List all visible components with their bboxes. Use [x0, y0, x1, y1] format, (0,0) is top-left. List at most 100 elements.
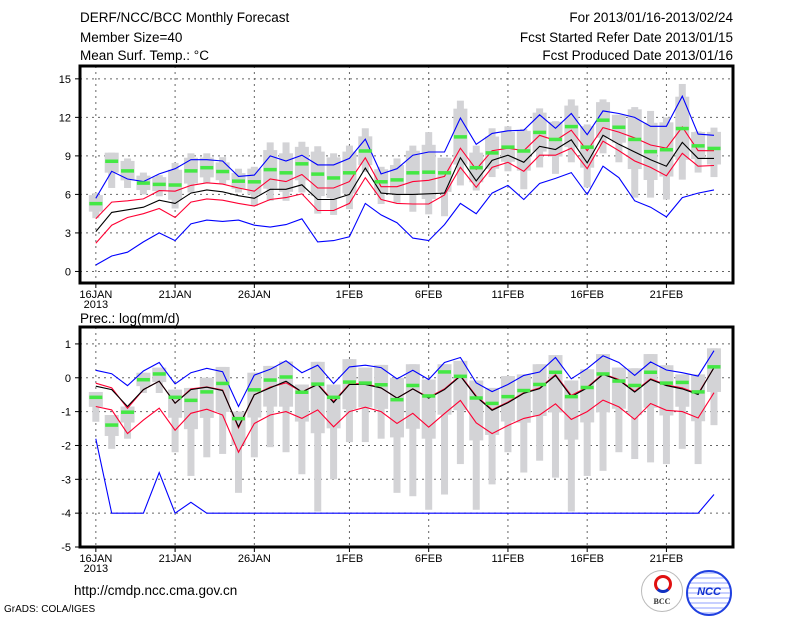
- y-tick-label: -1: [61, 407, 71, 419]
- ensemble-mean-mark: [707, 146, 721, 151]
- precip-panel-title: Prec.: log(mm/d): [80, 311, 180, 326]
- x-tick-label: 26JAN: [238, 553, 271, 565]
- x-tick-label: 16JAN: [79, 553, 112, 565]
- ensemble-quartile-box: [310, 361, 325, 434]
- ensemble-range-bar: [520, 374, 528, 473]
- ensemble-mean-mark: [311, 172, 325, 176]
- ensemble-mean-mark: [422, 394, 436, 398]
- ensemble-mean-mark: [564, 394, 578, 399]
- ensemble-range-bar: [409, 364, 417, 497]
- ensemble-range-bar: [567, 380, 575, 512]
- ensemble-quartile-box: [691, 374, 706, 422]
- series-line-clim-min: [95, 438, 715, 515]
- ensemble-mean-mark: [279, 171, 293, 175]
- ensemble-quartile-box: [199, 377, 214, 418]
- ensemble-mean-mark: [596, 372, 610, 376]
- ensemble-mean-mark: [390, 397, 404, 402]
- x-tick-label: 1FEB: [336, 553, 364, 565]
- ensemble-mean-mark: [374, 383, 388, 387]
- ensemble-quartile-box: [374, 364, 389, 409]
- forecast-period: For 2013/01/16-2013/02/24: [569, 10, 733, 25]
- ensemble-mean-mark: [628, 137, 642, 142]
- ensemble-range-bar: [298, 384, 306, 475]
- x-tick-label: 6FEB: [415, 289, 443, 301]
- ensemble-range-bar: [171, 389, 179, 453]
- x-tick-label: 16FEB: [570, 553, 604, 565]
- y-tick-label: 3: [65, 228, 71, 240]
- ensemble-mean-mark: [121, 410, 135, 414]
- chart-title: DERF/NCC/BCC Monthly Forecast: [80, 10, 290, 25]
- ensemble-quartile-box: [183, 387, 198, 430]
- ensemble-mean-mark: [152, 372, 166, 376]
- y-tick-label: -4: [61, 508, 71, 520]
- bcc-logo-mark: [654, 575, 672, 593]
- plot-frame: [78, 325, 735, 549]
- ensemble-range-bar: [314, 361, 322, 512]
- ensemble-quartile-box: [485, 387, 500, 435]
- series-line-clim-lower: [95, 392, 715, 454]
- bcc-logo-text: BCC: [653, 597, 671, 606]
- ensemble-mean-mark: [612, 379, 626, 383]
- ensemble-mean-mark: [311, 382, 325, 386]
- ensemble-quartile-box: [263, 365, 278, 407]
- ensemble-mean-mark: [105, 159, 119, 164]
- ensemble-quartile-box: [405, 364, 420, 429]
- ensemble-mean-mark: [675, 126, 689, 131]
- ensemble-mean-mark: [89, 395, 103, 400]
- ensemble-mean-mark: [691, 390, 705, 394]
- y-tick-label: 12: [59, 112, 71, 124]
- ensemble-mean-mark: [216, 381, 230, 386]
- ensemble-quartile-box: [389, 377, 404, 438]
- ensemble-mean-mark: [406, 171, 420, 175]
- plot-frame: [78, 64, 735, 285]
- ensemble-range-bar: [441, 364, 449, 495]
- x-tick-label: 21JAN: [159, 553, 192, 565]
- ensemble-mean-mark: [279, 375, 293, 379]
- y-tick-label: 9: [65, 151, 71, 163]
- x-tick-label: 26JAN: [238, 289, 271, 301]
- ensemble-range-bar: [425, 379, 433, 510]
- ensemble-quartile-box: [659, 365, 674, 416]
- ensemble-mean-mark: [247, 180, 261, 184]
- ensemble-mean-mark: [374, 180, 388, 184]
- temperature-panel: 0 3 6 9 12 15 16JAN 21JAN 26JAN 1FEB 6FEB 11FEB 16FE…: [59, 64, 735, 311]
- forecast-produced-date: Fcst Produced Date 2013/01/16: [542, 48, 733, 63]
- y-tick-label: 6: [65, 189, 71, 201]
- ensemble-mean-mark: [596, 118, 610, 122]
- ensemble-mean-mark: [469, 396, 483, 400]
- ensemble-range-bar: [647, 354, 655, 463]
- ensemble-mean-mark: [184, 169, 198, 173]
- ensemble-mean-mark: [548, 370, 562, 375]
- ensemble-mean-mark: [469, 165, 483, 170]
- ensemble-mean-mark: [485, 151, 499, 155]
- x-tick-label: 21JAN: [159, 289, 192, 301]
- ensemble-mean-mark: [564, 124, 578, 129]
- ensemble-mean-mark: [453, 374, 467, 379]
- ensemble-range-bar: [187, 387, 195, 476]
- source-url[interactable]: http://cmdp.ncc.cma.gov.cn: [74, 583, 238, 598]
- ensemble-mean-mark: [342, 380, 356, 384]
- ensemble-mean-mark: [390, 178, 404, 182]
- x-tick-label: 16FEB: [570, 289, 604, 301]
- ensemble-range-bar: [472, 380, 480, 510]
- ensemble-quartile-box: [532, 364, 547, 417]
- series-line-clim-max: [95, 94, 715, 199]
- ensemble-mean-mark: [628, 383, 642, 388]
- ensemble-mean-mark: [184, 398, 198, 403]
- ensemble-mean-mark: [152, 182, 166, 187]
- ensemble-quartile-box: [88, 391, 103, 407]
- y-tick-label: 0: [65, 266, 71, 278]
- ensemble-mean-mark: [612, 125, 626, 129]
- y-tick-label: 1: [65, 339, 71, 351]
- series-line-clim-max: [95, 350, 715, 408]
- y-tick-label: -3: [61, 474, 71, 486]
- ensemble-mean-mark: [485, 401, 499, 406]
- ensemble-range-bar: [551, 355, 559, 478]
- series-line-clim-mean: [95, 367, 715, 429]
- ensemble-mean-mark: [453, 135, 467, 139]
- ensemble-mean-mark: [675, 380, 689, 385]
- ensemble-quartile-box: [596, 354, 611, 413]
- series-line-clim-mean: [95, 134, 714, 232]
- ensemble-mean-mark: [358, 381, 372, 385]
